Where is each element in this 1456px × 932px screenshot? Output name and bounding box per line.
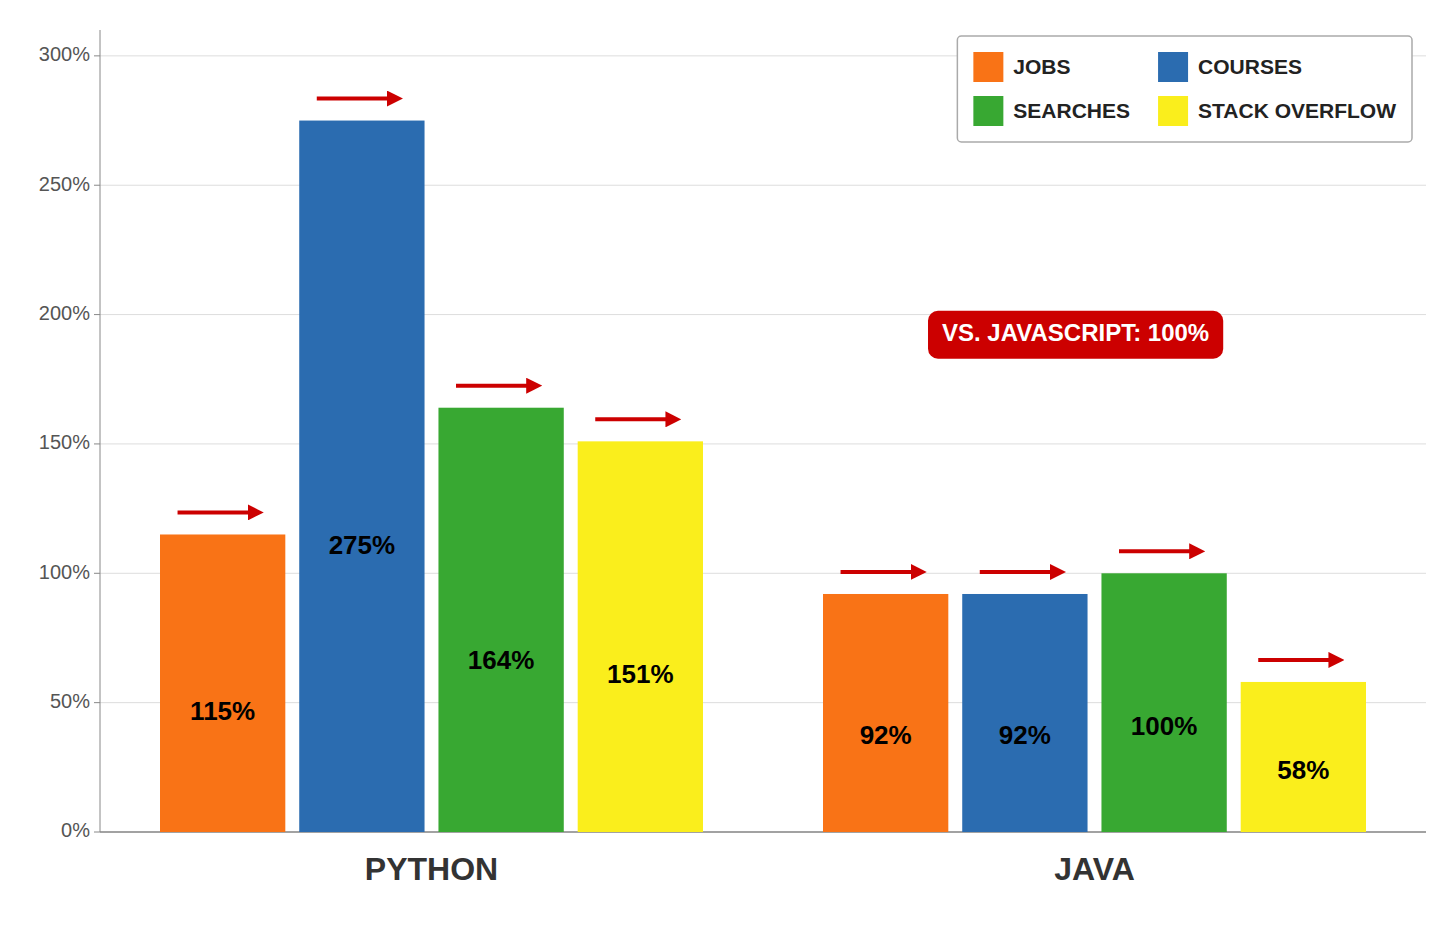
grid-line — [100, 314, 1426, 315]
tick-label: 300% — [39, 43, 90, 65]
trend-arrow — [317, 97, 397, 101]
bar — [578, 441, 703, 832]
tick-mark — [94, 314, 100, 315]
legend-swatch — [1158, 52, 1188, 82]
x-axis-line — [100, 831, 1426, 833]
data-label: 92% — [999, 720, 1051, 750]
data-label: 100% — [1131, 711, 1198, 741]
bars — [160, 121, 1366, 832]
category-label: JAVA — [1054, 851, 1135, 887]
grid-line — [100, 443, 1426, 444]
bar — [299, 121, 424, 832]
trend-arrow — [456, 384, 536, 388]
tick-label: 100% — [39, 561, 90, 583]
legend-swatch — [973, 52, 1003, 82]
tick-mark — [94, 443, 100, 444]
bar — [823, 594, 948, 832]
bar — [1241, 682, 1366, 832]
legend-label: JOBS — [1013, 55, 1070, 78]
data-labels: 115% 275% 164% 151% 92% 92% 100% 58% — [190, 530, 1329, 785]
background — [0, 0, 1456, 932]
data-label: 164% — [468, 645, 535, 675]
bar — [160, 534, 285, 832]
category-label: PYTHON — [365, 851, 498, 887]
trend-arrow — [178, 510, 258, 514]
trend-arrow — [841, 570, 921, 574]
grid-line — [100, 832, 1426, 833]
annotation-box — [928, 311, 1223, 359]
tick-label: 250% — [39, 173, 90, 195]
tick-mark — [94, 55, 100, 56]
grid-line — [100, 185, 1426, 186]
legend-swatch — [1158, 96, 1188, 126]
trend-arrow — [1258, 658, 1338, 662]
legend-frame — [957, 36, 1412, 142]
y-axis: 0% 50% 100% 150% 200% 250% 300% — [39, 43, 1426, 841]
tick-mark — [94, 832, 100, 833]
chart: 0% 50% 100% 150% 200% 250% 300% 115% 275% 164% 151… — [0, 0, 1456, 932]
bar — [438, 408, 563, 832]
trend-arrow — [980, 570, 1060, 574]
legend-label: SEARCHES — [1013, 99, 1130, 122]
data-label: 92% — [860, 720, 912, 750]
annotation: VS. JAVASCRIPT: 100% — [928, 311, 1223, 359]
tick-label: 0% — [61, 819, 90, 841]
data-label: 115% — [190, 696, 255, 726]
data-label: 151% — [607, 659, 674, 689]
tick-label: 50% — [50, 690, 90, 712]
grid-line — [100, 573, 1426, 574]
tick-mark — [94, 185, 100, 186]
bar — [962, 594, 1087, 832]
trend-arrow — [595, 417, 675, 421]
bar — [1101, 573, 1226, 832]
tick-mark — [94, 573, 100, 574]
tick-label: 150% — [39, 431, 90, 453]
legend-swatch — [973, 96, 1003, 126]
data-label: 275% — [329, 530, 396, 560]
grid-line — [100, 702, 1426, 703]
annotation-text: VS. JAVASCRIPT: 100% — [942, 319, 1209, 346]
legend-label: STACK OVERFLOW — [1198, 99, 1396, 122]
y-axis-line — [100, 30, 101, 832]
legend: JOBS COURSES SEARCHES STACK OVERFLOW — [957, 36, 1412, 142]
trend-arrow — [1119, 549, 1199, 553]
tick-mark — [94, 702, 100, 703]
arrows — [178, 99, 1339, 660]
data-label: 58% — [1277, 755, 1329, 785]
legend-label: COURSES — [1198, 55, 1302, 78]
tick-label: 200% — [39, 302, 90, 324]
